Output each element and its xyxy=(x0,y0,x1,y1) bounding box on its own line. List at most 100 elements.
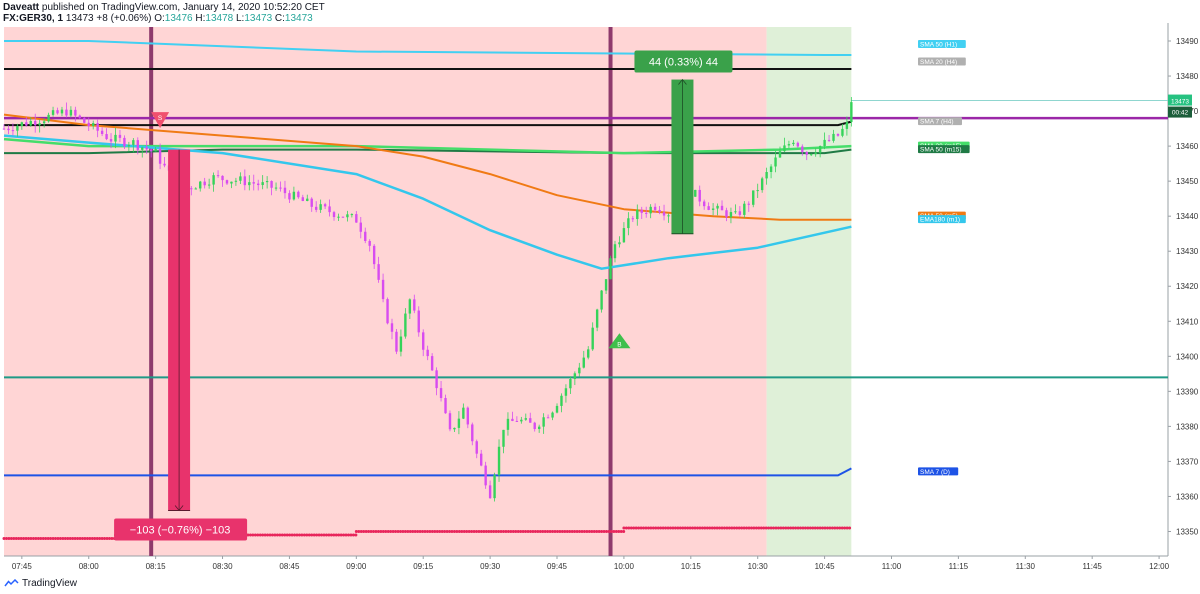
dot-marker xyxy=(646,526,650,530)
series-label-box xyxy=(918,57,966,66)
series-label-box xyxy=(918,467,959,476)
dot-marker xyxy=(452,529,456,533)
dot-marker xyxy=(275,533,279,537)
dot-marker xyxy=(7,536,11,540)
dot-marker xyxy=(492,529,496,533)
candle-body xyxy=(203,181,206,186)
candle-body xyxy=(555,405,559,413)
candle-body xyxy=(69,109,73,116)
dot-marker xyxy=(651,526,655,530)
dot-marker xyxy=(310,533,314,537)
dot-marker xyxy=(737,526,741,530)
buy-signal-marker xyxy=(608,333,631,349)
dot-marker xyxy=(585,529,589,533)
candle-body xyxy=(845,122,849,129)
dot-marker xyxy=(772,526,776,530)
candle-body xyxy=(301,197,305,201)
y-tick-label: 13380 xyxy=(1176,422,1199,431)
dot-marker xyxy=(597,529,601,533)
dot-marker xyxy=(686,526,690,530)
dot-marker xyxy=(49,536,53,540)
dot-marker xyxy=(703,526,707,530)
dot-marker xyxy=(73,536,77,540)
dot-marker xyxy=(317,533,321,537)
dot-marker xyxy=(764,526,768,530)
candle-body xyxy=(743,203,746,215)
dot-marker xyxy=(315,533,319,537)
dot-marker xyxy=(609,529,613,533)
dot-marker xyxy=(470,529,474,533)
dot-marker xyxy=(362,529,366,533)
dot-marker xyxy=(457,529,461,533)
dot-marker xyxy=(833,526,837,530)
dot-marker xyxy=(479,529,483,533)
candle-body xyxy=(42,121,46,124)
dot-marker xyxy=(344,533,348,537)
x-tick-label: 10:00 xyxy=(614,562,635,571)
dot-marker xyxy=(465,529,469,533)
dot-marker xyxy=(555,529,559,533)
candle-body xyxy=(234,180,238,182)
candle-body xyxy=(132,140,135,145)
candle-body xyxy=(310,198,313,207)
candle-body xyxy=(475,441,478,454)
dot-marker xyxy=(4,536,8,540)
dot-marker xyxy=(713,526,717,530)
dot-marker xyxy=(752,526,756,530)
series-label: SMA 50 (H1) xyxy=(920,42,957,49)
candle-body xyxy=(618,242,621,245)
candle-body xyxy=(729,212,733,218)
dot-marker xyxy=(796,526,800,530)
dot-marker xyxy=(22,536,26,540)
dot-marker xyxy=(649,526,653,530)
countdown-badge xyxy=(1168,106,1192,118)
x-tick-label: 09:00 xyxy=(346,562,367,571)
candle-body xyxy=(207,184,211,186)
candle-body xyxy=(105,134,108,140)
candle-body xyxy=(435,370,438,389)
dot-marker xyxy=(617,529,621,533)
candle-body xyxy=(716,205,719,209)
candle-body xyxy=(225,180,229,184)
candle-body xyxy=(484,465,487,486)
dot-marker xyxy=(727,526,731,530)
candle-body xyxy=(506,418,510,430)
dot-marker xyxy=(17,536,21,540)
y-tick-label: 13390 xyxy=(1176,387,1199,396)
candle-body xyxy=(787,144,791,146)
candle-body xyxy=(91,123,95,127)
y-tick-label: 13480 xyxy=(1176,72,1199,81)
candle-body xyxy=(123,137,126,147)
x-tick-label: 10:45 xyxy=(815,562,836,571)
dot-marker xyxy=(600,529,604,533)
dot-marker xyxy=(688,526,692,530)
candle-body xyxy=(430,356,434,371)
dot-marker xyxy=(280,533,284,537)
dot-marker xyxy=(31,536,35,540)
dot-marker xyxy=(435,529,439,533)
x-tick-label: 08:15 xyxy=(146,562,167,571)
candle-body xyxy=(377,264,380,280)
author-name[interactable]: Daveatt xyxy=(3,2,40,13)
dot-marker xyxy=(843,526,847,530)
dot-marker xyxy=(364,529,368,533)
candle-body xyxy=(270,181,273,188)
dot-marker xyxy=(27,536,31,540)
candle-body xyxy=(645,212,648,214)
dot-marker xyxy=(700,526,704,530)
candle-body xyxy=(542,417,545,427)
dot-marker xyxy=(497,529,501,533)
candle-body xyxy=(426,349,429,357)
candle-body xyxy=(127,144,131,147)
ma-line-sma-7-d xyxy=(4,467,852,477)
dot-marker xyxy=(548,529,552,533)
brand-name[interactable]: TradingView xyxy=(22,578,78,589)
candle-body xyxy=(573,373,577,380)
dot-marker xyxy=(666,526,670,530)
dot-marker xyxy=(401,529,405,533)
dot-marker xyxy=(642,526,646,530)
dot-marker xyxy=(698,526,702,530)
candle-body xyxy=(466,407,470,425)
dot-marker xyxy=(501,529,505,533)
